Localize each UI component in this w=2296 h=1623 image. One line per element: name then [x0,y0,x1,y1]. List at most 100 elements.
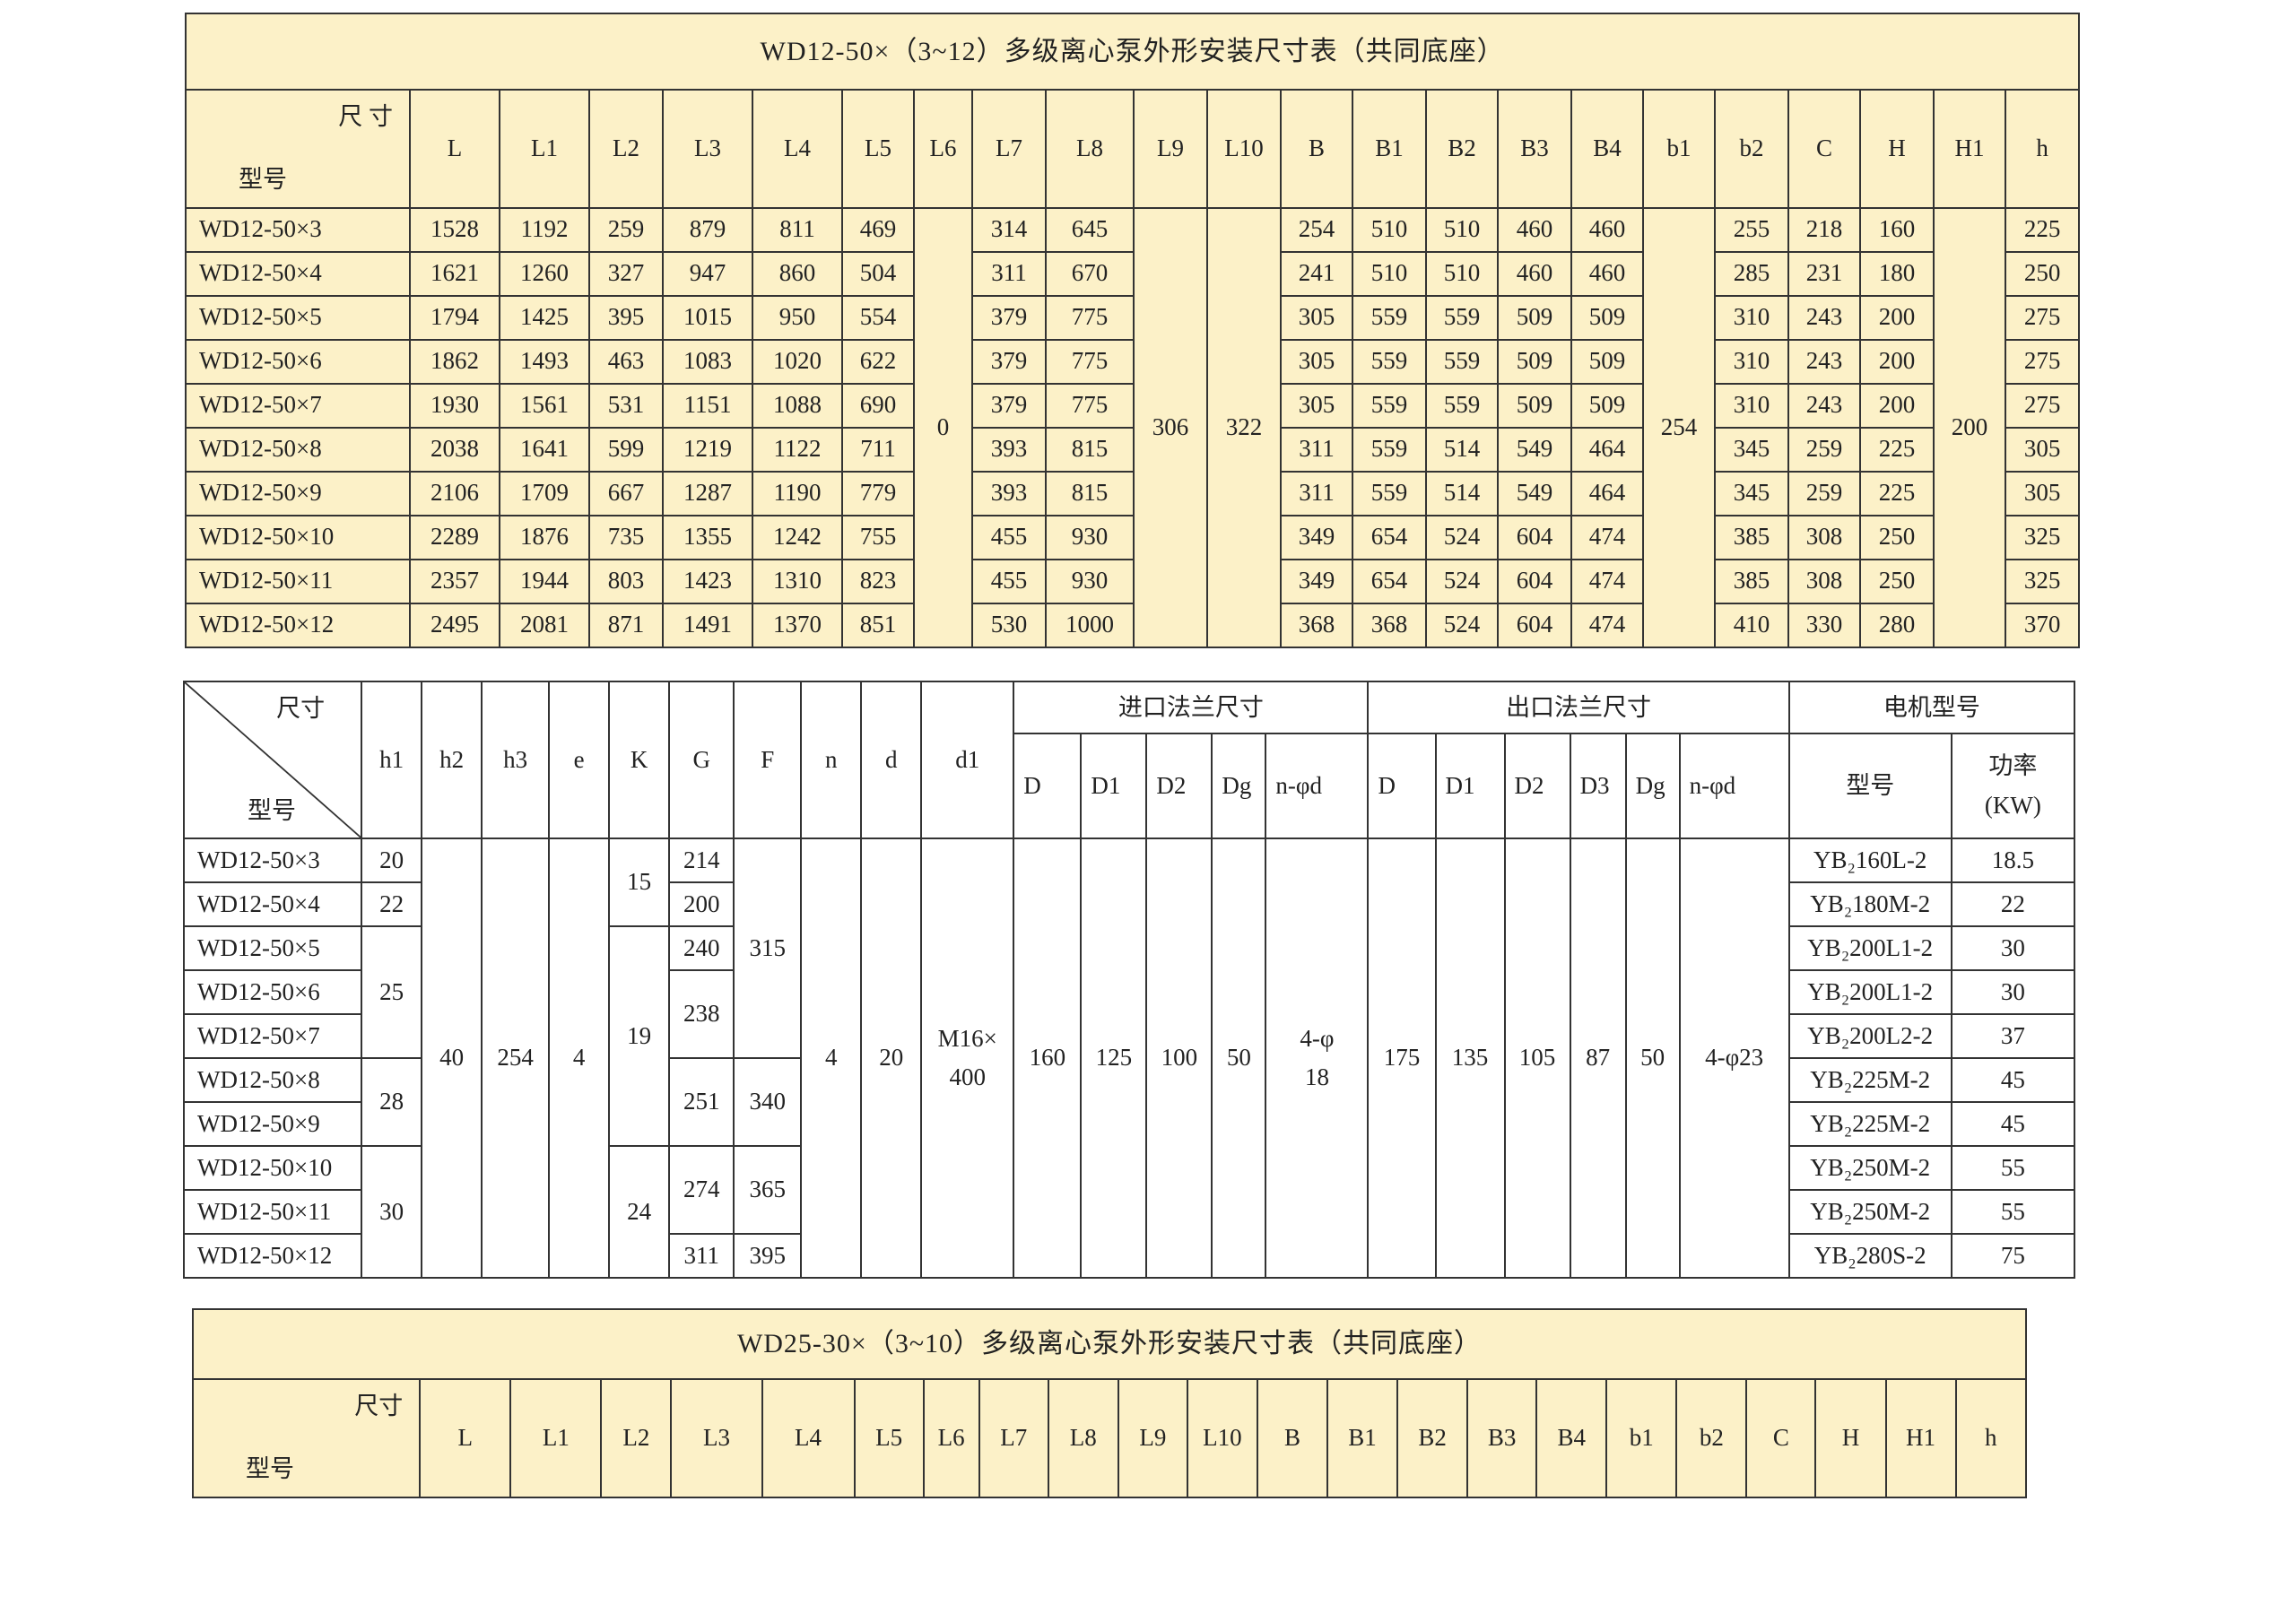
column-header-b1: b1 [1642,89,1716,209]
value-cell: 474 [1570,514,1644,560]
column-header-l2: L2 [588,89,664,209]
column-header-l1: L1 [509,1378,603,1498]
value-cell: 1944 [499,558,590,604]
value-cell: 259 [1787,426,1861,473]
column-header-G: G [668,681,735,839]
value-cell: 645 [1045,206,1135,253]
table-row: WD12-50×9 2106 1709 667 1287 1190 779 393 815 311… [185,470,2081,516]
value-cell: 345 [1714,470,1789,516]
value-cell: 368 [1352,602,1427,648]
value-cell: 240 [668,924,735,971]
value-cell: 250 [2004,250,2081,297]
value-cell: 1561 [499,382,590,429]
column-header-h: h [1954,1378,2028,1498]
column-header-l6: L6 [913,89,973,209]
column-header-b1: b1 [1605,1378,1678,1498]
column-header-b3: B3 [1497,89,1572,209]
value-cell: 871 [588,602,664,648]
value-cell: 275 [2004,294,2081,341]
column-header-h1: H1 [1933,89,2006,209]
value-cell: 308 [1787,558,1861,604]
value-cell: 241 [1280,250,1353,297]
column-header-l: L [419,1378,512,1498]
value-cell: 930 [1045,514,1135,560]
model-cell: WD12-50×7 [185,382,411,429]
value-cell: 200 [1933,206,2006,648]
value-cell: 604 [1497,514,1572,560]
model-cell: WD12-50×8 [185,426,411,473]
value-cell: 285 [1714,250,1789,297]
table-row: WD12-50×7 YB₂200L2-2 37 [182,1012,2076,1059]
table-row: WD12-50×11 YB₂250M-2 55 [182,1188,2076,1235]
model-cell: WD12-50×4 [182,881,363,927]
model-cell: WD12-50×5 [185,294,411,341]
value-cell: 690 [841,382,915,429]
value-cell: 879 [662,206,753,253]
value-cell: 379 [971,294,1047,341]
column-header-l1: L1 [499,89,590,209]
value-cell: 1310 [752,558,843,604]
value-cell: 40 [421,837,483,1279]
table-row: WD12-50×9 YB₂225M-2 45 [182,1100,2076,1147]
value-cell: 559 [1425,294,1499,341]
value-cell: 2106 [409,470,500,516]
value-cell: 460 [1570,250,1644,297]
column-header-e: e [548,681,611,839]
value-cell: 775 [1045,294,1135,341]
table-row: WD12-50×8 28 251 340 YB₂225M-2 45 [182,1056,2076,1147]
value-cell: 735 [588,514,664,560]
value-cell: 100 [1145,837,1213,1279]
value-cell: 28 [361,1056,423,1147]
value-cell: 18.5 [1950,837,2076,883]
inlet-header: D [1013,733,1083,839]
value-cell: 604 [1497,558,1572,604]
outlet-header: D3 [1569,733,1627,839]
column-header-l9: L9 [1133,89,1208,209]
model-cell: WD12-50×12 [182,1232,363,1279]
value-cell: YB₂160L-2 [1787,837,1952,883]
value-cell: 365 [733,1144,803,1235]
column-header-l8: L8 [1047,1378,1119,1498]
value-cell: 243 [1787,382,1861,429]
value-cell: 4-φ 18 [1265,837,1370,1279]
value-cell: 464 [1570,470,1644,516]
value-cell: YB₂200L2-2 [1787,1012,1952,1059]
value-cell: 1621 [409,250,500,297]
value-cell: 950 [752,294,843,341]
value-cell: 255 [1714,206,1789,253]
value-cell: 654 [1352,514,1427,560]
value-cell: 670 [1045,250,1135,297]
value-cell: 218 [1787,206,1861,253]
table-row: WD12-50×12 2495 2081 871 1491 1370 851 530 1000 3… [185,602,2081,648]
column-header-b2: b2 [1714,89,1789,209]
corner-header: 尺寸 型号 [191,1378,422,1498]
value-cell: 45 [1950,1100,2076,1147]
value-cell: 559 [1352,382,1427,429]
value-cell: 823 [841,558,915,604]
value-cell: 1287 [662,470,753,516]
value-cell: 947 [662,250,753,297]
value-cell: 559 [1352,338,1427,385]
value-cell: 231 [1787,250,1861,297]
value-cell: 2038 [409,426,500,473]
value-cell: 2289 [409,514,500,560]
column-header-b3: B3 [1466,1378,1538,1498]
value-cell: 4-φ23 [1678,837,1790,1279]
value-cell: 87 [1569,837,1627,1279]
value-cell: 30 [1950,968,2076,1015]
table-row: WD12-50×4 1621 1260 327 947 860 504 311 670 241 51… [185,250,2081,297]
value-cell: 474 [1570,558,1644,604]
wd12-50-dimension-table: WD12-50×（3~12）多级离心泵外形安装尺寸表（共同底座） 尺 寸 型号 … [184,13,2081,648]
value-cell: 310 [1714,294,1789,341]
column-header-b2: B2 [1425,89,1499,209]
column-header-l7: L7 [978,1378,1049,1498]
value-cell: 559 [1352,470,1427,516]
column-header-n: n [800,681,863,839]
outlet-header: D2 [1503,733,1571,839]
value-cell: 214 [668,837,735,883]
value-cell: 524 [1425,514,1499,560]
table-row: WD12-50×5 25 19 240 YB₂200L1-2 30 [182,924,2076,1147]
value-cell: 349 [1280,558,1353,604]
value-cell: 549 [1497,426,1572,473]
value-cell: 514 [1425,470,1499,516]
